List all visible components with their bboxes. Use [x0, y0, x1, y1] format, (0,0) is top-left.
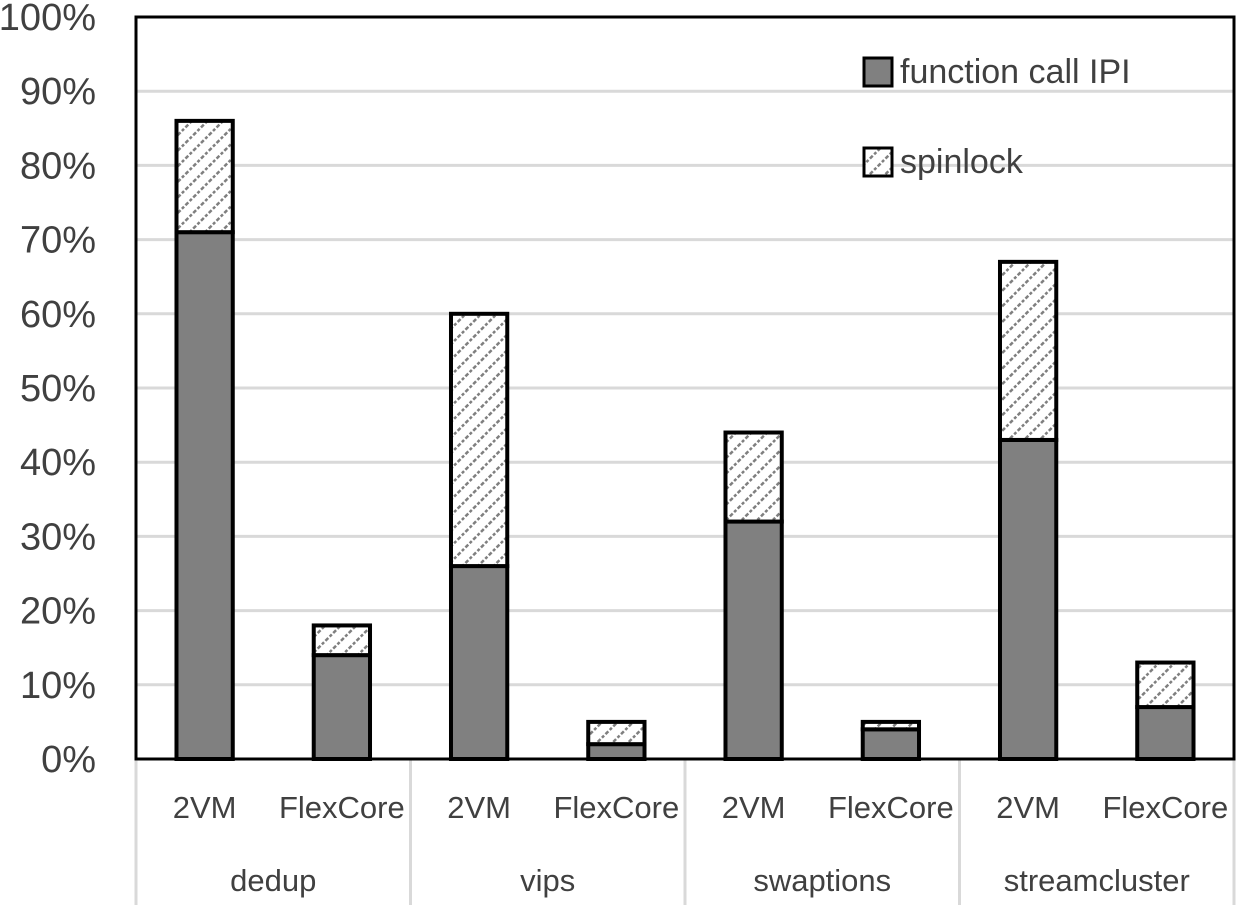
bar-segment-function-call-ipi — [723, 519, 784, 761]
legend-label-spinlock: spinlock — [900, 143, 1024, 181]
x-category-label: FlexCore — [279, 790, 405, 825]
bar-segment-spinlock — [860, 719, 922, 732]
x-group-label: vips — [520, 863, 575, 898]
bar-segment-spinlock — [997, 259, 1059, 442]
x-group-label: streamcluster — [1004, 863, 1190, 898]
y-tick-label: 70% — [20, 220, 96, 262]
bars — [174, 118, 1196, 762]
bar-segment-spinlock — [448, 311, 510, 569]
y-tick-label: 30% — [20, 516, 96, 558]
x-category-label: FlexCore — [828, 790, 954, 825]
gridlines — [136, 89, 1234, 687]
bar-segment-function-call-ipi — [1135, 705, 1196, 761]
x-axis-category-labels: 2VM FlexCore dedup 2VM FlexCore vips 2VM FlexCo… — [134, 759, 1236, 905]
bar-segment-spinlock — [1135, 660, 1196, 710]
bar-segment-spinlock — [311, 623, 373, 658]
bar-segment-spinlock — [586, 719, 647, 747]
x-category-label: FlexCore — [553, 790, 679, 825]
bar-segment-function-call-ipi — [586, 742, 647, 761]
y-axis-tick-labels: 0% 10% 20% 30% 40% 50% 60% 70% 80% 90% 100% — [0, 0, 96, 781]
y-tick-label: 0% — [41, 739, 96, 781]
bar-segment-spinlock — [174, 118, 235, 235]
x-category-label: 2VM — [996, 790, 1060, 825]
y-tick-label: 60% — [20, 294, 96, 336]
legend-label-function-call-ipi: function call IPI — [900, 53, 1131, 91]
y-tick-label: 90% — [20, 71, 96, 113]
bar-segment-function-call-ipi — [448, 564, 510, 762]
bar-segment-function-call-ipi — [860, 727, 922, 762]
bar-segment-function-call-ipi — [174, 230, 235, 761]
legend: function call IPI spinlock — [862, 53, 1131, 181]
x-group-label: dedup — [230, 863, 316, 898]
y-tick-label: 20% — [20, 591, 96, 633]
y-tick-label: 80% — [20, 145, 96, 187]
y-tick-label: 40% — [20, 442, 96, 484]
x-category-label: FlexCore — [1102, 790, 1228, 825]
bar-segment-spinlock — [723, 430, 784, 524]
x-category-label: 2VM — [447, 790, 511, 825]
y-tick-label: 10% — [20, 665, 96, 707]
bar-segment-function-call-ipi — [997, 437, 1059, 761]
x-category-label: 2VM — [173, 790, 237, 825]
legend-swatch-spinlock — [862, 146, 894, 178]
y-tick-label: 50% — [20, 368, 96, 410]
y-tick-label: 100% — [0, 0, 96, 39]
x-group-label: swaptions — [753, 863, 891, 898]
plot-frame — [134, 15, 1236, 761]
bar-segment-function-call-ipi — [311, 653, 373, 761]
legend-swatch-function-call-ipi — [862, 56, 894, 88]
x-category-label: 2VM — [722, 790, 786, 825]
